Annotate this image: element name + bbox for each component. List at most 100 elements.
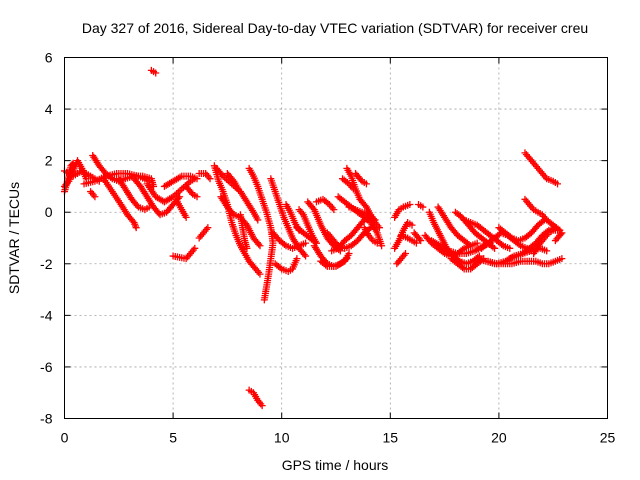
- data-point-marker: [256, 270, 264, 278]
- data-track: [195, 170, 214, 183]
- data-point-marker: [506, 244, 514, 252]
- y-tick-label: -4: [40, 307, 53, 323]
- data-track: [434, 203, 475, 250]
- x-tick-label: 10: [274, 430, 290, 446]
- x-tick-label: 15: [383, 430, 399, 446]
- data-track: [415, 200, 427, 211]
- data-point-marker: [465, 240, 473, 248]
- data-point-marker: [258, 402, 266, 410]
- data-point-marker: [260, 296, 268, 304]
- data-track: [495, 216, 549, 245]
- data-point-marker: [343, 179, 351, 187]
- x-axis-label: GPS time / hours: [282, 457, 389, 473]
- y-tick-label: 6: [45, 50, 53, 66]
- data-point-marker: [330, 206, 338, 214]
- chart-title: Day 327 of 2016, Sidereal Day-to-day VTE…: [82, 20, 588, 36]
- data-track: [87, 188, 99, 201]
- data-point-marker: [300, 251, 308, 259]
- data-point-marker: [554, 180, 562, 188]
- data-track: [532, 255, 566, 268]
- data-track: [447, 255, 488, 273]
- tick-labels: 0 5 10 15 20 25 -8 -6 -4 -2 0 2 4 6: [40, 50, 615, 446]
- y-tick-label: -6: [40, 359, 53, 375]
- y-tick-label: 0: [45, 204, 53, 220]
- data-point-marker: [152, 69, 160, 77]
- data-track: [345, 203, 379, 224]
- data-track: [236, 211, 251, 252]
- data-point-marker: [276, 264, 284, 272]
- data-point-marker: [467, 242, 475, 250]
- data-point-marker: [543, 247, 551, 255]
- data-track: [169, 244, 199, 263]
- data-point-marker: [182, 213, 190, 221]
- data-track: [173, 198, 190, 221]
- data-points: [61, 66, 566, 410]
- data-point-marker: [419, 203, 427, 211]
- data-point-marker: [132, 224, 140, 232]
- data-point-marker: [369, 215, 377, 223]
- data-track: [530, 226, 564, 257]
- data-point-marker: [322, 261, 330, 269]
- data-point-marker: [293, 255, 301, 263]
- data-track: [397, 231, 420, 247]
- data-point-marker: [375, 224, 383, 232]
- data-track: [80, 170, 153, 188]
- data-track: [391, 200, 414, 221]
- data-track: [352, 170, 370, 188]
- y-axis-label: SDTVAR / TECUs: [6, 182, 22, 294]
- data-point-marker: [243, 244, 251, 252]
- data-track: [195, 224, 212, 242]
- data-track: [410, 229, 425, 245]
- data-point-marker: [412, 239, 420, 247]
- data-point-marker: [417, 237, 425, 245]
- data-track: [271, 255, 301, 276]
- y-tick-label: -2: [40, 256, 53, 272]
- data-point-marker: [371, 216, 379, 224]
- data-point-marker: [191, 244, 199, 252]
- data-point-marker: [206, 175, 214, 183]
- data-track: [217, 193, 264, 250]
- data-point-marker: [193, 193, 201, 201]
- data-point-marker: [69, 159, 77, 167]
- data-point-marker: [406, 200, 414, 208]
- data-point-marker: [557, 230, 565, 238]
- data-point-marker: [373, 239, 381, 247]
- data-track: [317, 249, 353, 270]
- data-point-marker: [489, 243, 497, 251]
- data-track: [182, 182, 201, 201]
- data-point-marker: [91, 193, 99, 201]
- data-point-marker: [324, 199, 332, 207]
- data-point-marker: [68, 161, 76, 169]
- data-point-marker: [234, 185, 242, 193]
- data-track: [115, 175, 153, 214]
- data-point-marker: [506, 233, 514, 241]
- data-track: [100, 175, 140, 232]
- data-point-marker: [254, 216, 262, 224]
- data-track: [223, 170, 242, 193]
- data-point-marker: [302, 239, 310, 247]
- data-track: [551, 229, 566, 245]
- data-point-marker: [402, 249, 410, 257]
- data-point-marker: [558, 255, 566, 263]
- data-point-marker: [193, 175, 201, 183]
- data-track: [130, 175, 184, 219]
- data-track: [245, 386, 266, 410]
- x-tick-label: 20: [491, 430, 507, 446]
- data-point-marker: [362, 180, 370, 188]
- data-point-marker: [558, 229, 566, 237]
- data-track: [360, 224, 381, 247]
- data-point-marker: [349, 185, 357, 193]
- x-tick-label: 25: [600, 430, 616, 446]
- data-point-marker: [408, 221, 416, 229]
- data-track: [339, 175, 357, 193]
- data-point-marker: [256, 242, 264, 250]
- data-track: [213, 164, 262, 224]
- data-track: [160, 172, 201, 190]
- y-tick-label: -8: [40, 411, 53, 427]
- data-point-marker: [302, 252, 310, 260]
- data-point-marker: [491, 244, 499, 252]
- data-point-marker: [459, 264, 467, 272]
- data-track: [393, 249, 410, 268]
